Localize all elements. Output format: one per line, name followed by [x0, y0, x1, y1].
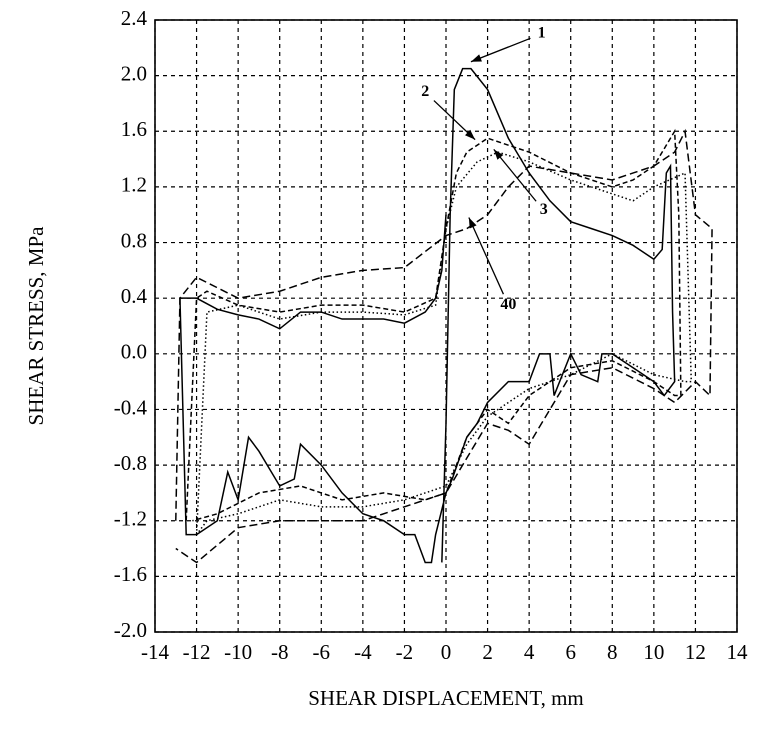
annotation-arrow — [493, 148, 537, 202]
x-tick-label: 2 — [482, 640, 493, 664]
y-tick-label: 0.8 — [121, 228, 147, 252]
series-line — [175, 128, 713, 564]
y-tick-label: 1.2 — [121, 173, 147, 197]
arrow-head — [470, 54, 482, 62]
x-tick-label: -10 — [224, 640, 252, 664]
annotation: 40 — [500, 296, 516, 313]
y-tick-label: 2.0 — [121, 61, 147, 85]
y-tick-label: -1.6 — [114, 562, 147, 586]
series-line — [185, 128, 682, 522]
series-line — [195, 151, 693, 536]
x-tick-label: -4 — [354, 640, 372, 664]
x-axis-label: SHEAR DISPLACEMENT, mm — [308, 686, 584, 710]
annotation: 1 — [538, 25, 546, 42]
y-tick-label: 0.0 — [121, 340, 147, 364]
x-tick-label: -6 — [313, 640, 331, 664]
plot-frame — [154, 19, 738, 633]
x-tick-label: 0 — [441, 640, 452, 664]
x-tick-label: 10 — [643, 640, 664, 664]
arrow-head — [468, 217, 477, 229]
x-tick-label: -2 — [396, 640, 414, 664]
y-tick-label: -0.4 — [114, 395, 148, 419]
y-tick-label: -0.8 — [114, 451, 147, 475]
y-tick-label: 0.4 — [121, 284, 148, 308]
x-tick-label: 14 — [727, 640, 749, 664]
annotation: 3 — [540, 201, 548, 218]
x-tick-label: 4 — [524, 640, 535, 664]
series-line — [179, 67, 676, 564]
x-tick-label: 12 — [685, 640, 706, 664]
y-tick-label: 2.4 — [121, 6, 148, 30]
annotation: 2 — [421, 83, 429, 100]
y-tick-label: -2.0 — [114, 618, 147, 642]
annotation-arrow — [470, 37, 531, 63]
x-tick-label: 6 — [565, 640, 576, 664]
arrow-head — [493, 149, 504, 160]
y-axis-label: SHEAR STRESS, MPa — [24, 226, 48, 426]
x-tick-label: 8 — [607, 640, 618, 664]
x-tick-label: -14 — [141, 640, 169, 664]
y-tick-label: 1.6 — [121, 117, 147, 141]
x-tick-label: -8 — [271, 640, 289, 664]
annotation-arrow — [468, 217, 505, 295]
x-tick-label: -12 — [183, 640, 211, 664]
y-tick-label: -1.2 — [114, 507, 147, 531]
arrow-head — [465, 129, 476, 140]
